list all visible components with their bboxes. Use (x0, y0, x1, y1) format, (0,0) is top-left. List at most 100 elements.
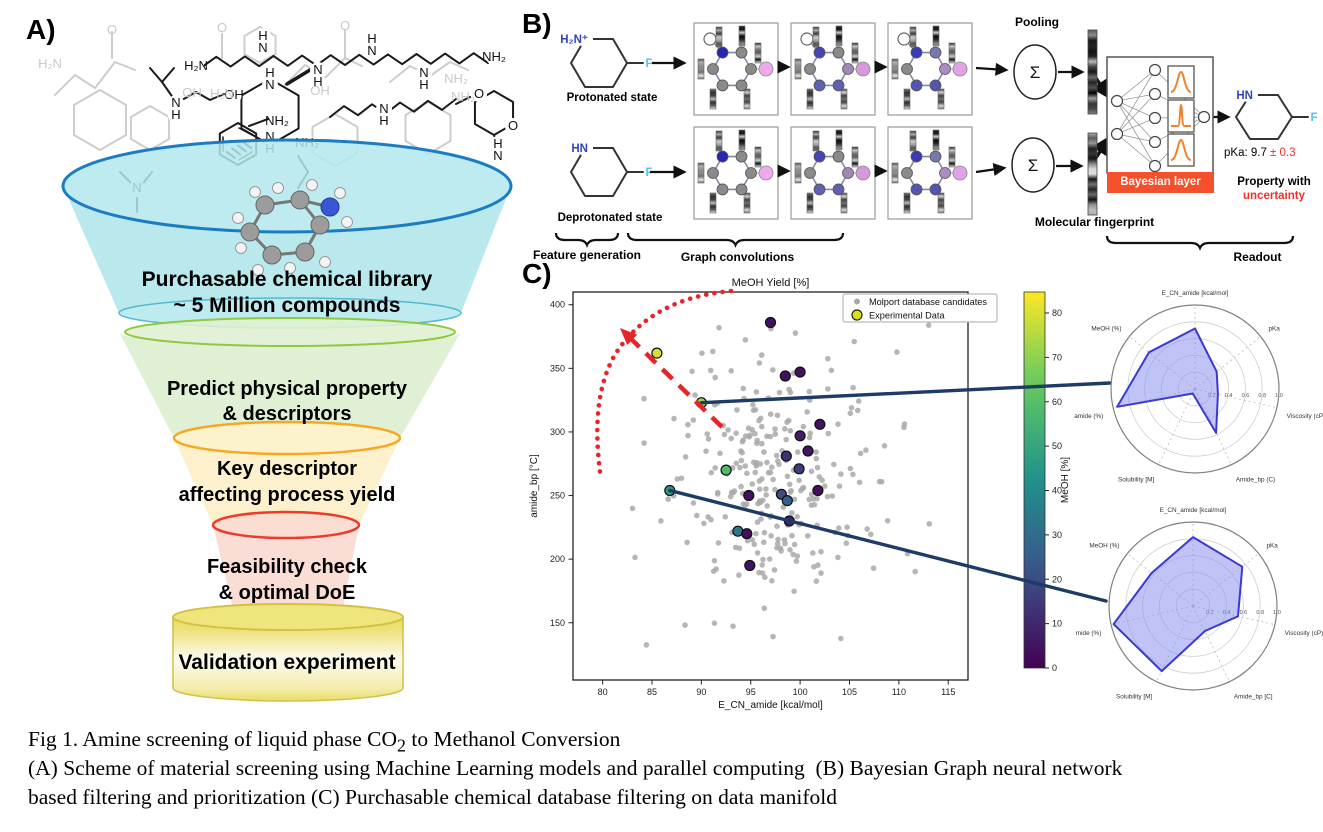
colorbar-tick-label: 60 (1052, 397, 1062, 407)
experimental-point (741, 528, 753, 540)
caption-line-2: (A) Scheme of material screening using M… (28, 756, 1123, 780)
fingerprint-arrow (1091, 77, 1111, 100)
gray-point (783, 436, 789, 443)
funnel-stage-2-line-1: Predict physical property (166, 378, 408, 400)
gray-point (689, 368, 695, 375)
radar-axis-label: Amide_bp [C] (1234, 694, 1273, 701)
feature-bar (697, 162, 705, 184)
label-mask (269, 113, 285, 129)
label-mask (310, 62, 326, 78)
n-node (813, 46, 826, 59)
gray-point (772, 431, 779, 437)
atom-label: N (265, 129, 274, 144)
sigma-symbol: Σ (1030, 63, 1041, 82)
gray-point (632, 554, 638, 561)
feature-bar (715, 130, 723, 152)
atom-label: O (107, 22, 117, 37)
gray-point (761, 605, 768, 612)
radar-tick-label: 0.8 (1256, 610, 1264, 616)
gray-point (775, 536, 781, 543)
gray-point (818, 548, 824, 555)
radar-grid-circle (1108, 521, 1278, 691)
funnel-cone-4 (213, 525, 359, 622)
gray-point (641, 395, 647, 402)
radar-spoke (1158, 388, 1196, 465)
gray-point (717, 450, 723, 457)
gray-point (713, 566, 719, 572)
gray-point (856, 479, 863, 486)
halogen-label: F (645, 58, 652, 70)
y-axis-label: amide_bp [°C] (529, 454, 540, 518)
line (1116, 100, 1156, 143)
c-atom (290, 190, 310, 210)
experimental-point (743, 489, 755, 502)
radar-polygon (1112, 536, 1244, 673)
flow-arrow (975, 62, 1009, 76)
gray-point (756, 360, 763, 366)
funnel-stage-4-line-2: & optimal DoE (218, 582, 356, 604)
gray-point (878, 478, 885, 485)
x-tick-label: 105 (842, 687, 857, 697)
label-mask (262, 65, 278, 81)
pka-uncertainty: ± 0.3 (1270, 147, 1296, 159)
x-tick-label: 95 (746, 687, 756, 697)
c-node (735, 150, 748, 163)
gray-point (773, 452, 780, 459)
gray-point (814, 464, 821, 471)
gray-point (824, 493, 831, 500)
output-node (1197, 110, 1211, 124)
feature-bar (835, 25, 843, 47)
atom-label: NH₂ (265, 113, 289, 128)
gray-point (763, 492, 769, 498)
gray-point (759, 562, 765, 568)
h-atom (284, 262, 296, 274)
line (1116, 93, 1156, 102)
radar-tick-label: 1.0 (1275, 393, 1283, 399)
gray-point (925, 322, 932, 329)
feature-bar (851, 146, 859, 168)
gray-point (791, 588, 797, 595)
wedge-bond (285, 68, 312, 86)
pka-main: pKa: 9.7 (1224, 147, 1271, 159)
gray-point (728, 435, 734, 442)
line (1116, 69, 1156, 135)
gray-point (742, 463, 749, 469)
caption-1-sub: 2 (397, 735, 406, 756)
y-tick-label: 300 (550, 427, 565, 437)
gray-point (774, 540, 781, 547)
gray-point (685, 432, 691, 439)
f-node (952, 61, 968, 77)
gray-point (838, 471, 844, 477)
gray-point (671, 415, 677, 422)
x-axis-label: E_CN_amide [kcal/mol] (718, 700, 823, 711)
gray-point (758, 352, 765, 358)
h-atom (232, 212, 244, 224)
plot-title: MeOH Yield [%] (732, 277, 810, 289)
gray-point (808, 468, 815, 475)
radar-tick-label: 0.6 (1242, 393, 1250, 399)
panel-a-label: A) (26, 14, 56, 45)
feature-bar (738, 25, 746, 47)
feature-bar (909, 26, 917, 48)
panel-b-label: B) (522, 8, 552, 39)
graph-conv-box (693, 22, 779, 116)
readout-label: Readout (1233, 250, 1282, 264)
distribution-box (1167, 65, 1195, 99)
gray-point (703, 448, 709, 455)
label-mask (262, 77, 278, 93)
atom-label: H₂N (210, 86, 234, 101)
feature-bar (840, 192, 848, 214)
gray-point (694, 512, 700, 519)
gray-point (870, 565, 877, 571)
gray-point (759, 423, 765, 430)
gray-point (749, 537, 756, 543)
atom-label: N (367, 43, 376, 58)
f-node (758, 61, 774, 77)
funnel-stage-3-line-2: affecting process yield (178, 484, 396, 506)
funnel-stage-4-line-1: Feasibility check (206, 556, 368, 578)
label-mask (376, 113, 392, 129)
gray-point (768, 533, 774, 539)
c-node (910, 79, 923, 92)
atom-label: H (265, 65, 274, 80)
